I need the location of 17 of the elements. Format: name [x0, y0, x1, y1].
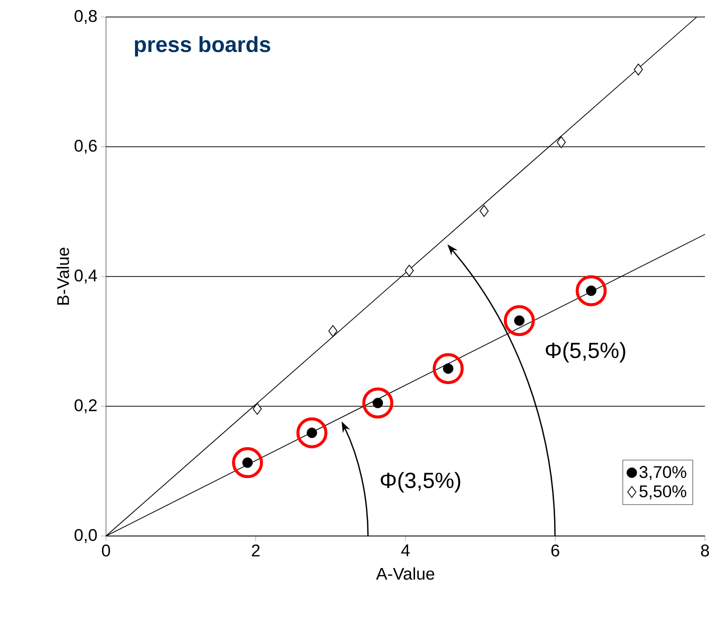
- y-tick-label: 0,8: [74, 10, 97, 24]
- x-tick-label: 2: [252, 544, 260, 556]
- x-tick-label: 6: [551, 544, 560, 557]
- y-axis-title: B-Value: [56, 248, 70, 305]
- x-axis-title: A-Value: [376, 567, 434, 580]
- x-tick-label: 4: [401, 544, 410, 556]
- legend-label: 5,50%: [639, 485, 686, 500]
- annotation: Φ(5,5%): [546, 342, 626, 362]
- y-tick-label: 0,0: [74, 528, 97, 543]
- y-tick-label: 0,4: [74, 269, 97, 284]
- text: press boards: [134, 36, 270, 57]
- x-tick-label: 0: [102, 544, 110, 557]
- annotation: Φ(3,5%): [380, 472, 460, 492]
- y-tick-label: 0,6: [74, 140, 97, 154]
- legend-label: 3,70%: [639, 466, 686, 480]
- y-tick-label: 0,2: [74, 399, 97, 414]
- x-tick-label: 8: [701, 544, 709, 557]
